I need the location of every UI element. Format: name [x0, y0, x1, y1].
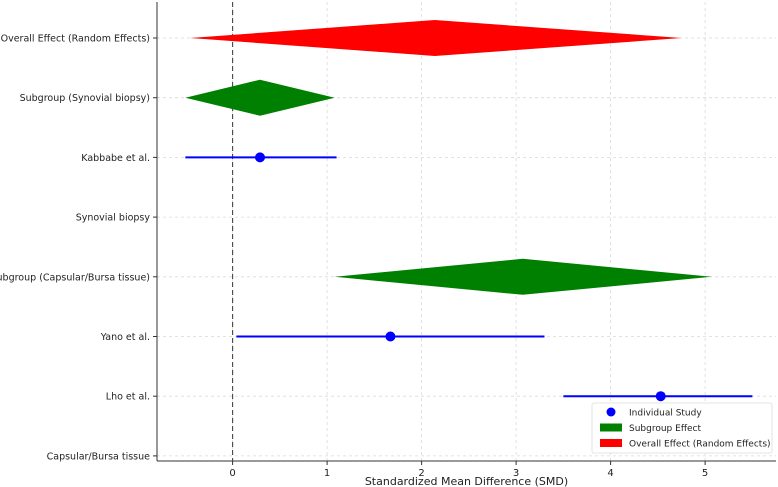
legend-marker-study — [606, 407, 616, 417]
study-point — [255, 152, 266, 163]
legend-box — [591, 402, 773, 454]
study-point — [385, 331, 396, 342]
row-label: Overall Effect (Random Effects) — [1, 34, 150, 45]
study-point — [655, 391, 666, 402]
subgroup-effect-diamond — [334, 258, 712, 295]
plot-marks — [185, 2, 753, 461]
x-tick-label: 2 — [418, 468, 424, 479]
x-tick-label: 3 — [513, 468, 519, 479]
row-label: Yano et al. — [100, 332, 150, 343]
row-label: Synovial biopsy — [76, 213, 151, 224]
legend-label: Subgroup Effect — [629, 424, 702, 434]
legend-label: Overall Effect (Random Effects) — [629, 440, 771, 450]
row-label: Kabbabe et al. — [81, 153, 150, 164]
row-label: Lho et al. — [106, 392, 150, 403]
x-tick-label: 0 — [229, 468, 235, 479]
legend: Individual Study Subgroup Effect Overall E… — [591, 402, 773, 454]
row-label: Capsular/Bursa tissue — [47, 451, 151, 462]
legend-label: Individual Study — [629, 409, 702, 419]
row-label: Subgroup (Capsular/Bursa tissue) — [0, 272, 150, 283]
x-tick-label: 5 — [702, 468, 708, 479]
x-tick-label: 4 — [607, 468, 613, 479]
x-tick-label: 1 — [324, 468, 330, 479]
row-label: Subgroup (Synovial biopsy) — [20, 93, 150, 104]
legend-marker-subgroup — [600, 423, 622, 432]
x-axis-label: Standardized Mean Difference (SMD) — [365, 475, 568, 487]
subgroup-effect-diamond — [185, 79, 335, 116]
legend-marker-overall — [600, 439, 622, 447]
overall-effect-diamond — [190, 20, 682, 56]
